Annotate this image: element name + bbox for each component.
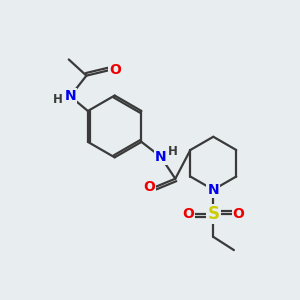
Text: O: O bbox=[233, 207, 244, 221]
Text: N: N bbox=[208, 183, 219, 197]
Text: N: N bbox=[155, 150, 167, 164]
Text: O: O bbox=[109, 63, 121, 77]
Text: O: O bbox=[182, 207, 194, 221]
Text: O: O bbox=[143, 180, 155, 194]
Text: H: H bbox=[168, 145, 178, 158]
Text: N: N bbox=[64, 89, 76, 103]
Text: S: S bbox=[207, 205, 219, 223]
Text: H: H bbox=[53, 93, 63, 106]
